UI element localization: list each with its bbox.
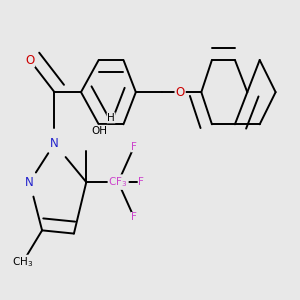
Text: CF$_3$: CF$_3$ — [109, 175, 128, 189]
Text: F: F — [138, 177, 144, 187]
Text: N: N — [50, 137, 59, 150]
Text: H: H — [107, 113, 115, 123]
Text: O: O — [176, 85, 185, 99]
Text: F: F — [131, 212, 137, 223]
Text: O: O — [25, 53, 34, 67]
Text: F: F — [131, 142, 137, 152]
Text: OH: OH — [92, 126, 108, 136]
Text: N: N — [25, 176, 34, 189]
Text: CH$_3$: CH$_3$ — [12, 256, 33, 269]
